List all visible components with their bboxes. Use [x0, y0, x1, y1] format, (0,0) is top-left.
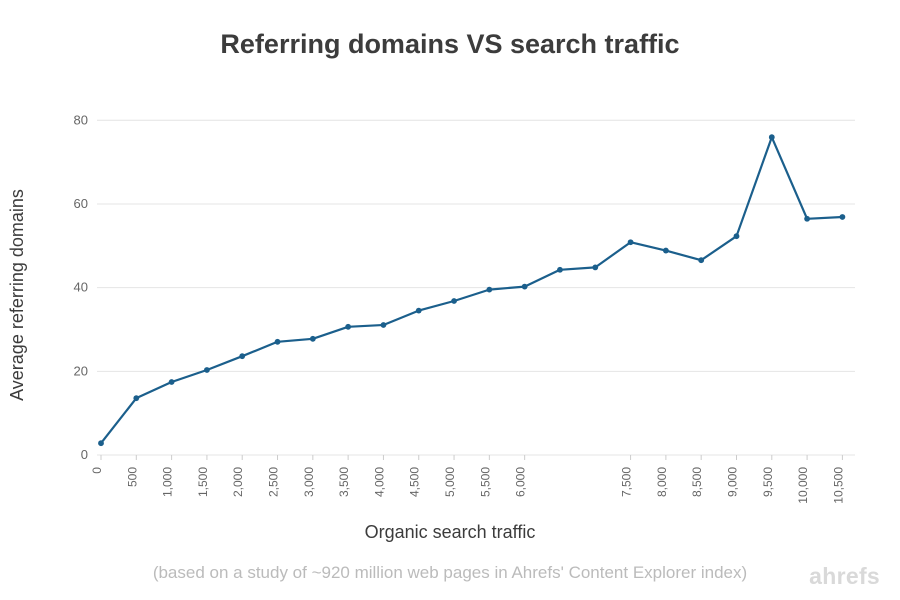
svg-text:4,000: 4,000 — [372, 467, 386, 497]
svg-text:3,000: 3,000 — [302, 467, 316, 497]
svg-text:4,500: 4,500 — [408, 467, 422, 497]
svg-text:6,000: 6,000 — [514, 467, 528, 497]
svg-text:60: 60 — [74, 196, 88, 211]
svg-text:0: 0 — [81, 447, 88, 462]
svg-text:5,500: 5,500 — [478, 467, 492, 497]
svg-text:1,000: 1,000 — [161, 467, 175, 497]
svg-text:10,000: 10,000 — [796, 467, 810, 504]
svg-text:9,500: 9,500 — [761, 467, 775, 497]
svg-text:5,000: 5,000 — [443, 467, 457, 497]
svg-text:9,000: 9,000 — [725, 467, 739, 497]
svg-text:2,500: 2,500 — [267, 467, 281, 497]
svg-text:7,500: 7,500 — [620, 467, 634, 497]
svg-text:3,500: 3,500 — [337, 467, 351, 497]
svg-text:500: 500 — [125, 467, 139, 487]
svg-text:10,500: 10,500 — [831, 467, 845, 504]
svg-text:0: 0 — [90, 467, 104, 474]
svg-text:80: 80 — [74, 112, 88, 127]
svg-text:20: 20 — [74, 363, 88, 378]
svg-text:2,000: 2,000 — [231, 467, 245, 497]
svg-text:40: 40 — [74, 280, 88, 295]
svg-text:8,500: 8,500 — [690, 467, 704, 497]
svg-text:8,000: 8,000 — [655, 467, 669, 497]
svg-text:1,500: 1,500 — [196, 467, 210, 497]
